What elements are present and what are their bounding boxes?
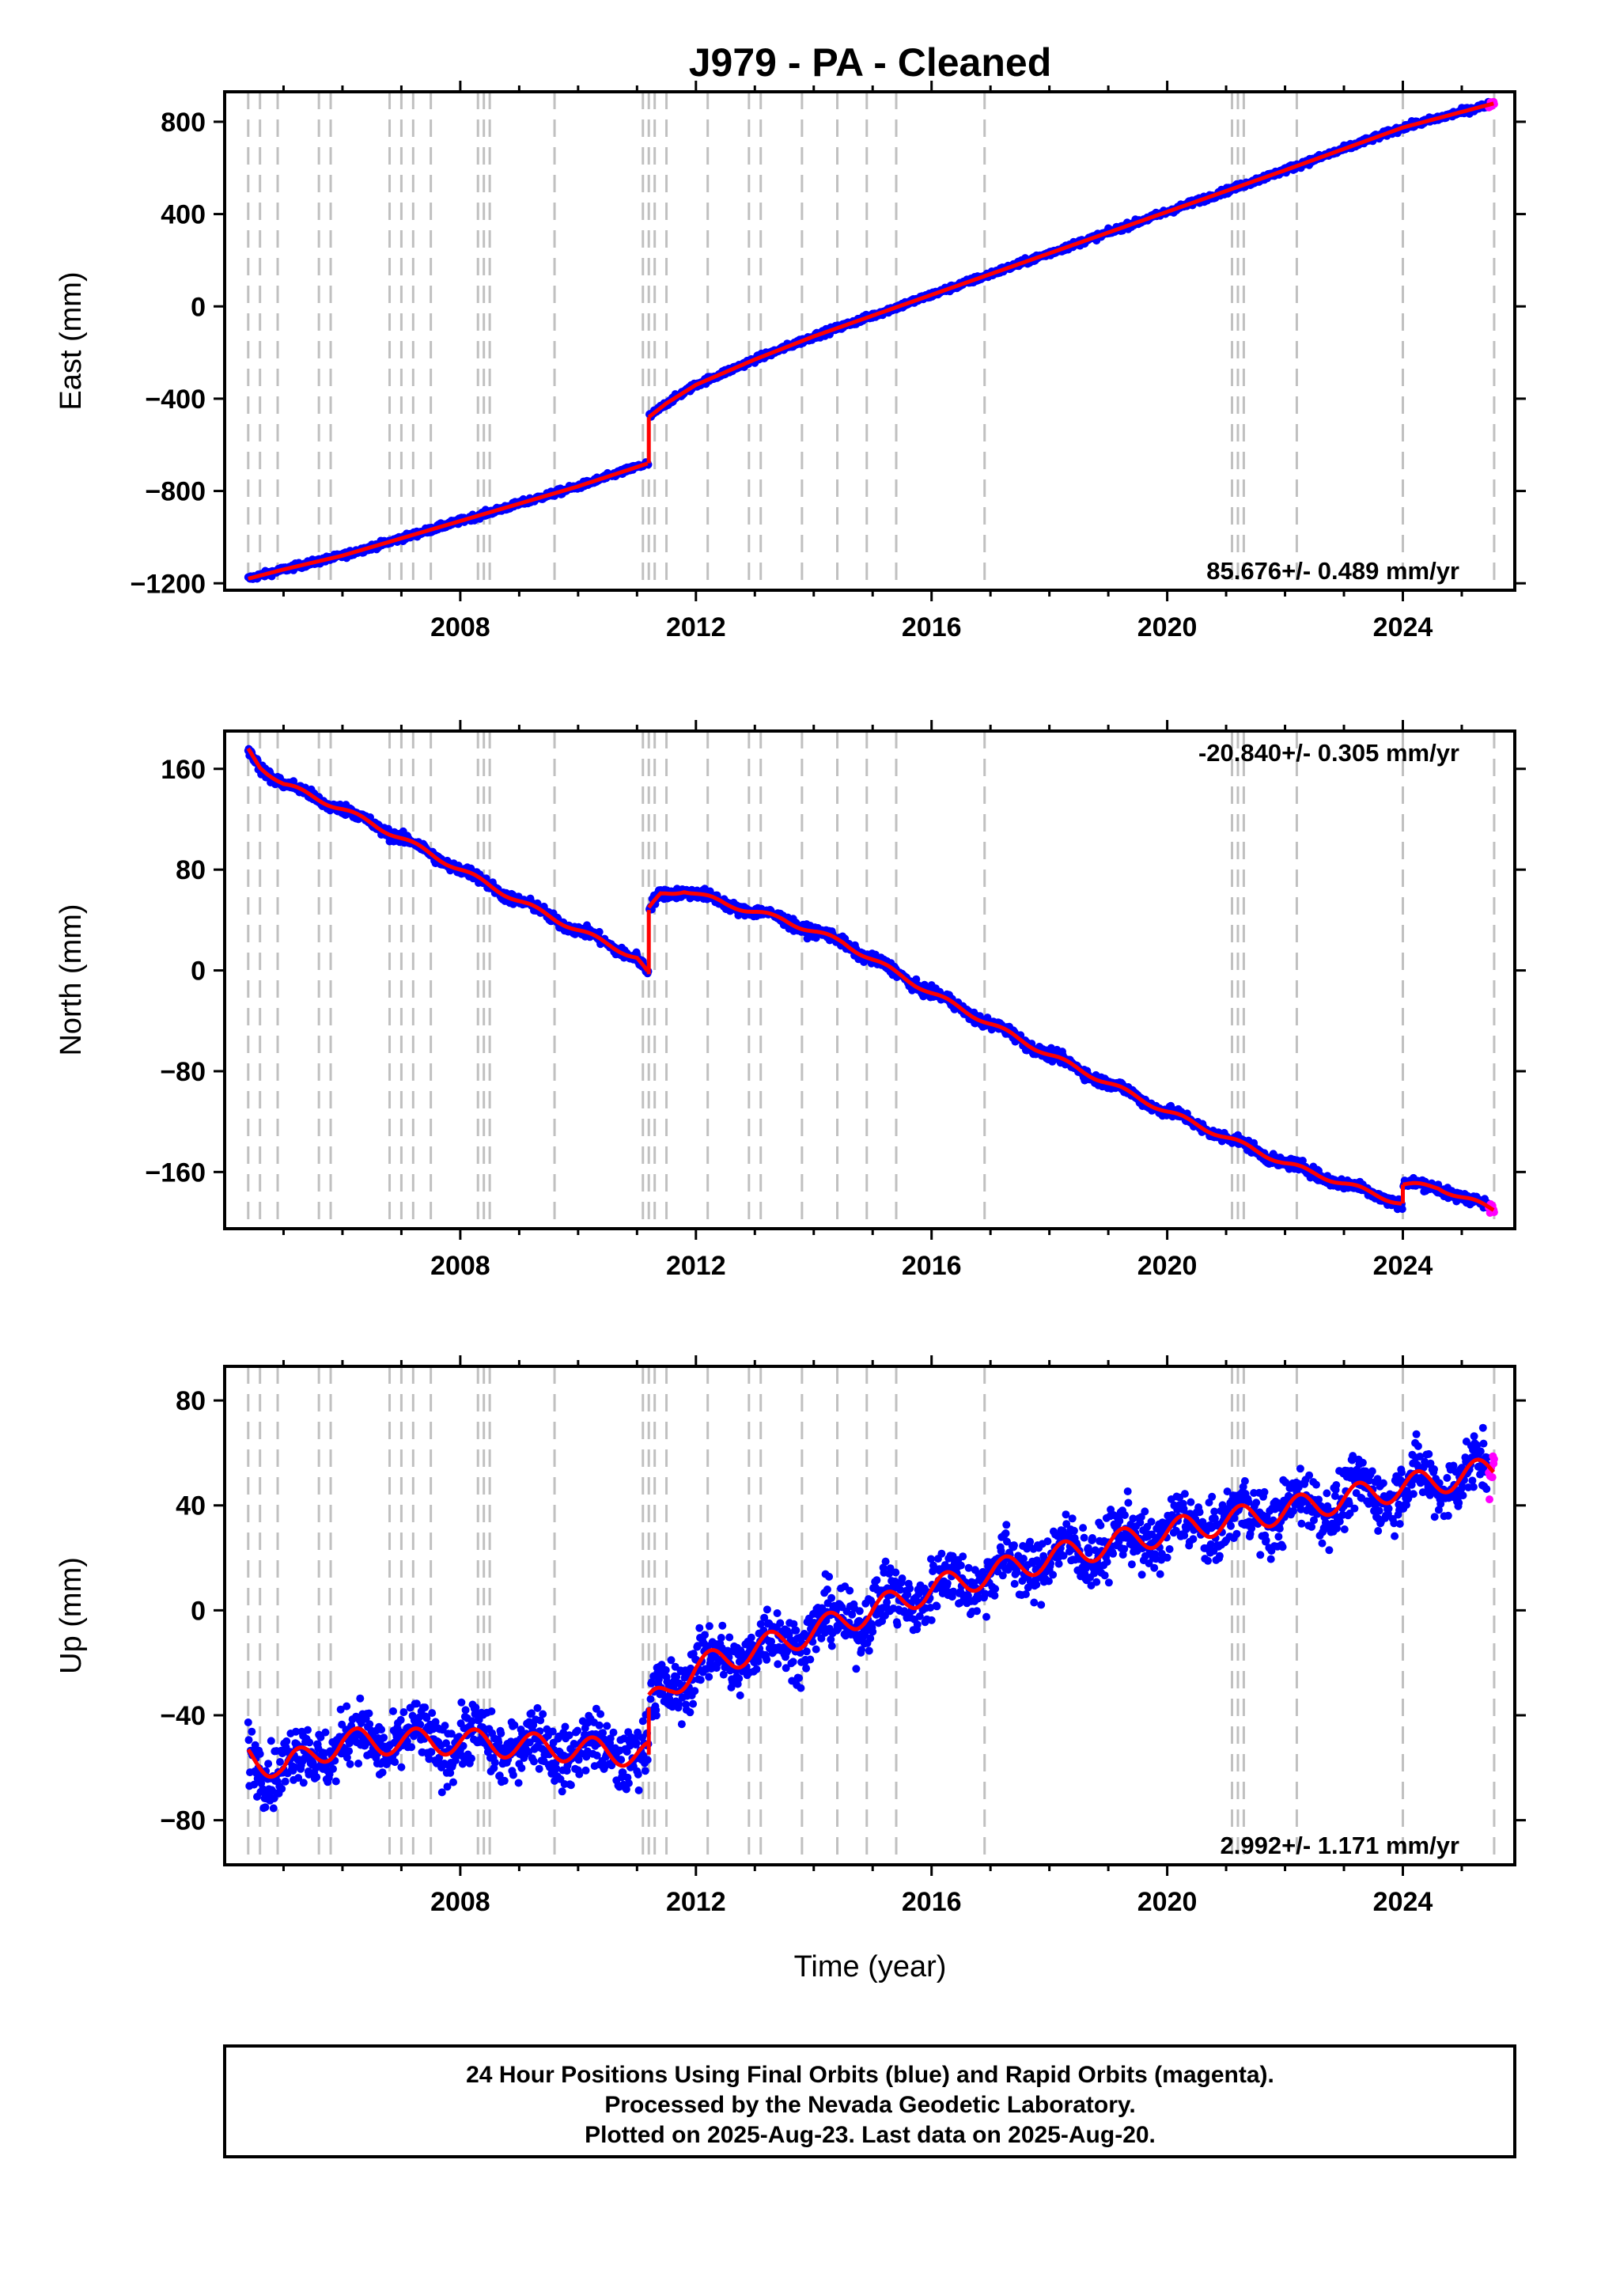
final-orbit-point [378, 1768, 387, 1777]
final-orbit-point [377, 1726, 386, 1734]
plot-frame [223, 729, 1516, 1230]
final-orbit-point [261, 1803, 270, 1812]
final-orbit-point [267, 1737, 275, 1745]
final-orbit-point [487, 1707, 496, 1715]
y-tick-label: 0 [191, 292, 206, 322]
final-orbit-point [514, 1779, 523, 1787]
final-orbit-point [490, 1758, 499, 1767]
final-orbit-point [397, 1763, 406, 1771]
final-orbit-point [343, 1702, 351, 1711]
x-tick-label: 2024 [1373, 1251, 1433, 1281]
data-points [244, 744, 1498, 1217]
data-points [244, 97, 1498, 583]
x-tick-label: 2012 [666, 612, 726, 642]
model-line [647, 101, 1494, 419]
final-orbit-point [510, 1721, 519, 1730]
x-tick-label: 2020 [1137, 1251, 1198, 1281]
final-orbit-point [500, 1776, 509, 1785]
final-orbit-point [449, 1778, 457, 1786]
final-orbit-point [354, 1760, 363, 1767]
final-orbit-point [356, 1694, 365, 1703]
final-orbit-point [269, 1804, 278, 1813]
final-orbit-point [299, 1779, 308, 1787]
final-orbit-point [399, 1708, 408, 1717]
final-orbit-point [533, 1703, 542, 1712]
final-orbit-point [244, 1718, 252, 1726]
y-tick-label: −400 [145, 385, 206, 415]
y-tick-label: 0 [191, 957, 206, 987]
y-tick-label: 400 [161, 200, 206, 230]
final-orbit-point [345, 1747, 354, 1756]
final-orbit-point [1398, 1205, 1406, 1214]
final-orbit-point [278, 1784, 286, 1793]
final-orbit-point [282, 1737, 291, 1745]
y-tick-label: 160 [161, 755, 206, 785]
y-tick-label: 80 [176, 855, 206, 885]
final-orbit-point [441, 1722, 449, 1730]
final-orbit-point [321, 1728, 330, 1737]
model-line [248, 461, 649, 581]
north-panel: 2008 2012 2016 2020 2024 160 80 0 −80 −160 North (… [55, 720, 1526, 1281]
y-tick-label: −800 [145, 477, 206, 507]
final-orbit-point [248, 1727, 256, 1736]
x-tick-label: 2012 [666, 1251, 726, 1281]
plot-frame [223, 90, 1516, 592]
final-orbit-point [595, 927, 604, 936]
final-orbit-point [389, 1707, 397, 1715]
final-orbit-point [517, 1764, 526, 1772]
event-lines [247, 92, 1496, 590]
final-orbit-point [539, 1710, 547, 1718]
x-tick-label: 2020 [1137, 612, 1198, 642]
rate-annotation: 85.676+/- 0.489 mm/yr [1206, 557, 1459, 585]
final-orbit-point [427, 1748, 436, 1756]
y-tick-label: −160 [145, 1157, 206, 1188]
final-orbit-point [305, 1738, 314, 1747]
final-orbit-point [396, 1715, 405, 1724]
final-orbit-point [497, 1729, 505, 1737]
y-tick-label: 800 [161, 108, 206, 138]
final-orbit-point [457, 1698, 466, 1707]
x-tick-label: 2016 [902, 1251, 962, 1281]
y-axis-label: North (mm) [55, 904, 88, 1055]
final-orbit-point [365, 1709, 373, 1718]
data-points [244, 1423, 1498, 1813]
final-orbit-point [407, 1743, 416, 1752]
final-orbit-point [304, 1726, 312, 1734]
final-orbit-point [276, 1758, 284, 1766]
y-axis-label: East (mm) [55, 271, 88, 410]
x-tick-label: 2008 [430, 612, 490, 642]
figure-title: J979 - PA - Cleaned [689, 40, 1052, 85]
final-orbit-point [346, 1760, 354, 1768]
final-orbit-point [535, 1764, 543, 1773]
final-orbit-point [509, 1771, 517, 1779]
final-orbit-point [461, 1706, 470, 1714]
final-orbit-point [391, 1758, 399, 1767]
x-tick-label: 2024 [1373, 612, 1433, 642]
y-tick-label: −80 [160, 1057, 206, 1087]
final-orbit-point [380, 1733, 388, 1742]
final-orbit-point [331, 1777, 340, 1786]
final-orbit-point [281, 1777, 290, 1786]
final-orbit-point [329, 1764, 337, 1773]
x-tick-label: 2016 [902, 612, 962, 642]
final-orbit-point [312, 1773, 321, 1782]
x-tick-label: 2008 [430, 1251, 490, 1281]
final-orbit-point [912, 975, 921, 983]
east-panel: 2008 2012 2016 2020 2024 800 400 0 −400 −800 −1200… [55, 81, 1526, 642]
rate-annotation: -20.840+/- 0.305 mm/yr [1198, 739, 1459, 767]
final-orbit-point [467, 1754, 475, 1763]
final-orbit-point [255, 1749, 264, 1758]
final-orbit-point [530, 1757, 538, 1766]
final-orbit-point [428, 1709, 437, 1718]
final-orbit-point [244, 1736, 253, 1745]
event-lines [247, 731, 1496, 1229]
y-tick-label: −1200 [131, 569, 206, 599]
final-orbit-point [421, 1703, 430, 1712]
final-orbit-point [264, 1760, 273, 1768]
